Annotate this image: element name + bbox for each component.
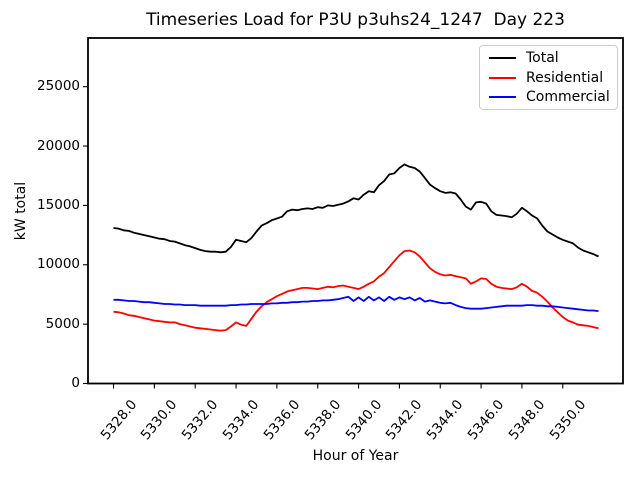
series-line-total [113, 163, 599, 258]
legend-item-residential: Residential [480, 68, 617, 88]
y-tick-label: 15000 [37, 196, 80, 213]
y-tick-label: 25000 [37, 78, 80, 95]
legend-label-commercial: Commercial [526, 89, 610, 106]
legend-line-sample-residential [489, 76, 516, 79]
series-line-residential [113, 249, 599, 332]
chart-title: Timeseries Load for P3U p3uhs24_1247 Day… [146, 10, 565, 30]
x-axis-label: Hour of Year [312, 448, 399, 464]
legend-label-total: Total [526, 49, 559, 66]
legend-item-total: Total [480, 48, 617, 68]
legend: Total Residential Commercial [479, 45, 618, 110]
series-lines [113, 163, 599, 332]
y-tick-label: 10000 [37, 256, 80, 273]
y-tick-label: 5000 [45, 315, 80, 332]
legend-line-sample-total [489, 56, 516, 59]
axis-ticks [83, 86, 564, 389]
series-line-commercial [113, 295, 599, 312]
legend-label-residential: Residential [526, 69, 604, 86]
legend-item-commercial: Commercial [480, 87, 617, 107]
legend-line-sample-commercial [489, 96, 516, 99]
y-tick-label: 0 [71, 375, 80, 391]
plot-border [87, 37, 624, 385]
y-tick-label: 20000 [37, 137, 80, 154]
